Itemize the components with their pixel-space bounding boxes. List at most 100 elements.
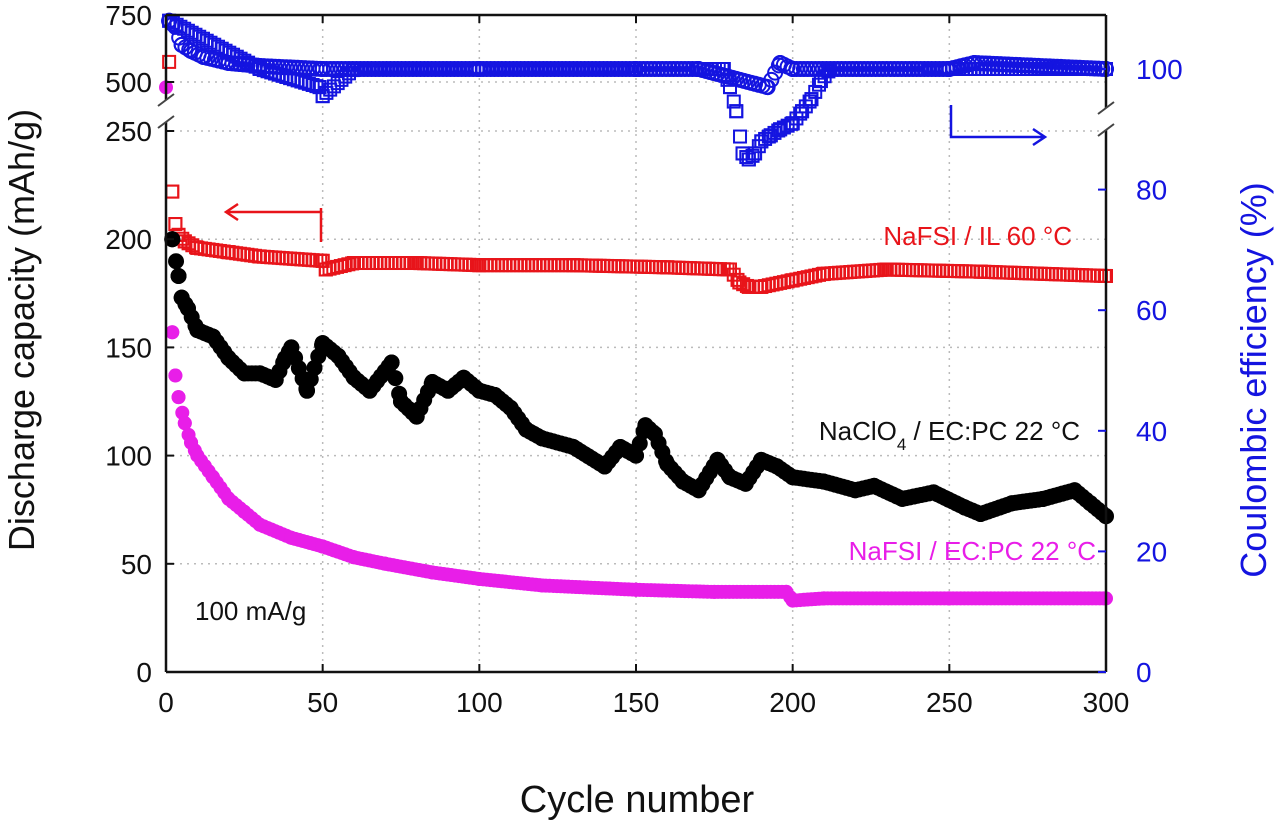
trail-marker — [373, 256, 388, 271]
trail-marker — [447, 257, 462, 272]
trail-marker — [902, 263, 917, 278]
data-point — [221, 245, 236, 260]
trail-marker — [384, 256, 399, 271]
trail-marker — [622, 259, 637, 274]
data-point — [347, 62, 361, 76]
trail-marker — [890, 262, 905, 277]
trail-marker — [301, 76, 316, 91]
y-right-tick-label: 20 — [1136, 536, 1167, 567]
trail-marker — [592, 258, 607, 273]
data-point — [729, 104, 744, 119]
data-point — [168, 217, 183, 232]
trail-marker — [615, 259, 630, 274]
data-point — [440, 382, 456, 399]
trail-marker — [858, 263, 873, 278]
trail-marker — [634, 259, 649, 274]
trail-marker — [506, 258, 521, 273]
trail-marker — [694, 261, 709, 276]
data-point — [195, 48, 212, 65]
data-point — [723, 262, 737, 277]
data-point — [347, 256, 361, 271]
data-point — [487, 387, 503, 404]
trail-marker — [1071, 268, 1086, 283]
trail-marker — [1048, 267, 1063, 282]
x-tick-label: 50 — [307, 687, 338, 718]
trail-marker — [532, 258, 547, 273]
data-point — [769, 458, 785, 475]
trail-marker — [660, 260, 675, 275]
trail-marker — [543, 258, 558, 273]
data-point — [315, 539, 330, 554]
right-axis-arrow — [949, 105, 1048, 147]
trail-marker — [298, 252, 313, 267]
data-point — [894, 490, 911, 507]
data-point — [723, 80, 737, 95]
data-point — [709, 451, 726, 468]
trail-marker — [555, 258, 570, 273]
trail-marker — [984, 265, 999, 280]
data-point — [162, 54, 177, 69]
data-point — [813, 74, 828, 89]
trail-marker — [611, 259, 626, 274]
trail-marker — [631, 435, 648, 452]
data-point — [190, 448, 205, 463]
trail-marker — [502, 258, 517, 273]
trail-marker — [494, 258, 509, 273]
trail-marker — [607, 259, 622, 274]
trail-marker — [1063, 267, 1078, 282]
data-point — [165, 184, 180, 199]
trail-marker — [733, 129, 748, 144]
trail-marker — [705, 261, 720, 276]
trail-marker — [936, 263, 951, 278]
data-point — [759, 79, 776, 96]
trail-marker — [1052, 267, 1067, 282]
data-point — [785, 593, 800, 608]
trail-marker — [832, 265, 847, 280]
trail-marker — [1037, 266, 1052, 281]
trail-marker — [917, 263, 932, 278]
data-point — [347, 550, 361, 565]
trail-marker — [996, 265, 1011, 280]
x-tick-label: 250 — [926, 687, 973, 718]
data-point — [220, 350, 237, 367]
x-axis-title: Cycle number — [520, 779, 755, 821]
trail-marker — [524, 258, 539, 273]
data-point — [847, 482, 864, 499]
x-tick-label: 100 — [456, 687, 503, 718]
data-point — [179, 300, 196, 317]
data-point — [957, 499, 973, 516]
data-marks — [159, 12, 1114, 608]
y-left-tick-label: 150 — [105, 332, 152, 363]
y-left-tick-label: 100 — [105, 441, 152, 472]
data-point — [535, 578, 549, 593]
trail-marker — [1078, 268, 1093, 283]
data-point — [424, 374, 441, 391]
data-point — [646, 425, 663, 442]
trail-marker — [513, 258, 528, 273]
trail-marker — [664, 260, 679, 275]
trail-marker — [630, 259, 645, 274]
trail-marker — [656, 260, 671, 275]
data-point — [732, 275, 747, 290]
data-point — [566, 258, 581, 273]
trail-marker — [562, 258, 577, 273]
data-point — [190, 240, 205, 255]
data-point — [171, 390, 186, 405]
trail-marker — [420, 256, 435, 271]
trail-marker — [824, 266, 839, 281]
trail-marker — [596, 258, 611, 273]
trail-marker — [573, 258, 588, 273]
data-point — [534, 430, 550, 447]
trail-marker — [264, 250, 279, 265]
data-point — [315, 253, 330, 268]
label-naclo4-rest: / EC:PC 22 °C — [906, 416, 1080, 446]
trail-marker — [645, 259, 660, 274]
trail-marker — [588, 258, 603, 273]
grid — [166, 15, 1106, 672]
data-point — [346, 369, 362, 386]
data-point — [184, 435, 199, 450]
data-point — [378, 556, 393, 571]
data-point — [253, 62, 267, 76]
trail-marker — [585, 258, 600, 273]
trail-marker — [1015, 266, 1030, 281]
